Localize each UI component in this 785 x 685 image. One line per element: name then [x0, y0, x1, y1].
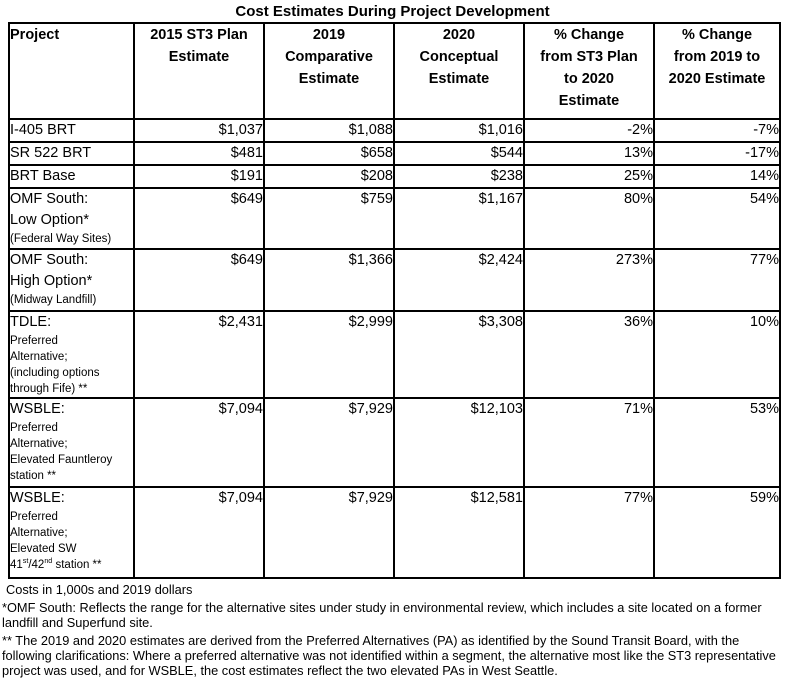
project-name: OMF South:: [10, 252, 89, 268]
estimate-cell: $7,094: [133, 486, 265, 579]
project-subline: Alternative;: [10, 438, 68, 450]
table-row: WSBLE: Preferred Alternative; Elevated S…: [8, 486, 781, 579]
percent-cell: 59%: [653, 486, 781, 579]
project-cell: SR 522 BRT: [8, 141, 135, 166]
percent-cell: 14%: [653, 164, 781, 189]
percent-cell: 77%: [653, 248, 781, 312]
estimate-cell: $191: [133, 164, 265, 189]
table-row: TDLE: Preferred Alternative; (including …: [8, 310, 781, 399]
percent-cell: 71%: [523, 397, 655, 488]
header-row: Project 2015 ST3 Plan Estimate 2019 Comp…: [8, 22, 781, 120]
project-cell: WSBLE: Preferred Alternative; Elevated S…: [8, 486, 135, 579]
project-name: High Option*: [10, 273, 93, 289]
estimate-cell: $12,581: [393, 486, 525, 579]
project-subline: (Federal Way Sites): [10, 233, 112, 245]
project-subline-superscript: 41st/42nd station **: [10, 557, 102, 571]
costs-note: Costs in 1,000s and 2019 dollars: [6, 582, 193, 597]
table-row: BRT Base $191 $208 $238 25% 14%: [8, 164, 781, 189]
project-subline: Elevated Fauntleroy: [10, 454, 113, 466]
percent-cell: -7%: [653, 118, 781, 143]
project-cell: BRT Base: [8, 164, 135, 189]
percent-cell: 10%: [653, 310, 781, 399]
project-subline: (including options: [10, 367, 100, 379]
column-header-2015-st3-plan: 2015 ST3 Plan Estimate: [133, 22, 265, 120]
project-cell: TDLE: Preferred Alternative; (including …: [8, 310, 135, 399]
project-cell: I-405 BRT: [8, 118, 135, 143]
estimate-cell: $481: [133, 141, 265, 166]
table-row: SR 522 BRT $481 $658 $544 13% -17%: [8, 141, 781, 166]
project-name: I-405 BRT: [10, 122, 76, 138]
column-header-project: Project: [8, 22, 135, 120]
percent-cell: 80%: [523, 187, 655, 250]
estimate-cell: $2,431: [133, 310, 265, 399]
percent-cell: 54%: [653, 187, 781, 250]
column-header-2019-comparative: 2019 Comparative Estimate: [263, 22, 395, 120]
estimate-cell: $7,094: [133, 397, 265, 488]
project-subline: Elevated SW: [10, 543, 77, 555]
estimate-cell: $1,088: [263, 118, 395, 143]
estimate-cell: $2,424: [393, 248, 525, 312]
project-name: SR 522 BRT: [10, 145, 92, 161]
estimate-cell: $208: [263, 164, 395, 189]
estimate-cell: $1,366: [263, 248, 395, 312]
estimate-cell: $12,103: [393, 397, 525, 488]
estimate-cell: $7,929: [263, 486, 395, 579]
footnote-estimates: ** The 2019 and 2020 estimates are deriv…: [2, 633, 776, 678]
table-row: OMF South: High Option* (Midway Landfill…: [8, 248, 781, 312]
project-cell: WSBLE: Preferred Alternative; Elevated F…: [8, 397, 135, 488]
column-header-pct-change-st3: % Change from ST3 Plan to 2020 Estimate: [523, 22, 655, 120]
project-subline: station **: [10, 470, 57, 482]
project-cell: OMF South: Low Option* (Federal Way Site…: [8, 187, 135, 250]
footnote-omf-south: *OMF South: Reflects the range for the a…: [2, 600, 762, 630]
project-name: Low Option*: [10, 212, 89, 228]
percent-cell: 25%: [523, 164, 655, 189]
estimate-cell: $3,308: [393, 310, 525, 399]
estimate-cell: $1,016: [393, 118, 525, 143]
percent-cell: 13%: [523, 141, 655, 166]
estimate-cell: $649: [133, 248, 265, 312]
table-row: OMF South: Low Option* (Federal Way Site…: [8, 187, 781, 250]
project-subline: Alternative;: [10, 351, 68, 363]
percent-cell: 273%: [523, 248, 655, 312]
project-subline: Preferred: [10, 511, 58, 523]
percent-cell: -2%: [523, 118, 655, 143]
percent-cell: 36%: [523, 310, 655, 399]
cost-estimates-table: Project 2015 ST3 Plan Estimate 2019 Comp…: [8, 22, 781, 579]
percent-cell: 77%: [523, 486, 655, 579]
project-name: OMF South:: [10, 191, 89, 207]
project-subline: Preferred: [10, 335, 58, 347]
project-cell: OMF South: High Option* (Midway Landfill…: [8, 248, 135, 312]
project-name: WSBLE:: [10, 401, 65, 417]
table-row: WSBLE: Preferred Alternative; Elevated F…: [8, 397, 781, 488]
estimate-cell: $544: [393, 141, 525, 166]
project-subline: Alternative;: [10, 527, 68, 539]
column-header-pct-change-2019: % Change from 2019 to 2020 Estimate: [653, 22, 781, 120]
estimate-cell: $1,167: [393, 187, 525, 250]
estimate-cell: $649: [133, 187, 265, 250]
project-subline: Preferred: [10, 422, 58, 434]
percent-cell: -17%: [653, 141, 781, 166]
table-row: I-405 BRT $1,037 $1,088 $1,016 -2% -7%: [8, 118, 781, 143]
footnotes: Costs in 1,000s and 2019 dollars *OMF So…: [0, 582, 785, 678]
project-name: BRT Base: [10, 168, 76, 184]
project-name: TDLE:: [10, 314, 52, 330]
estimate-cell: $7,929: [263, 397, 395, 488]
estimate-cell: $1,037: [133, 118, 265, 143]
column-header-2020-conceptual: 2020 Conceptual Estimate: [393, 22, 525, 120]
estimate-cell: $2,999: [263, 310, 395, 399]
page-title: Cost Estimates During Project Developmen…: [235, 3, 550, 20]
project-subline: (Midway Landfill): [10, 294, 97, 306]
estimate-cell: $658: [263, 141, 395, 166]
estimate-cell: $759: [263, 187, 395, 250]
project-subline: through Fife) **: [10, 383, 88, 395]
estimate-cell: $238: [393, 164, 525, 189]
percent-cell: 53%: [653, 397, 781, 488]
project-name: WSBLE:: [10, 490, 65, 506]
